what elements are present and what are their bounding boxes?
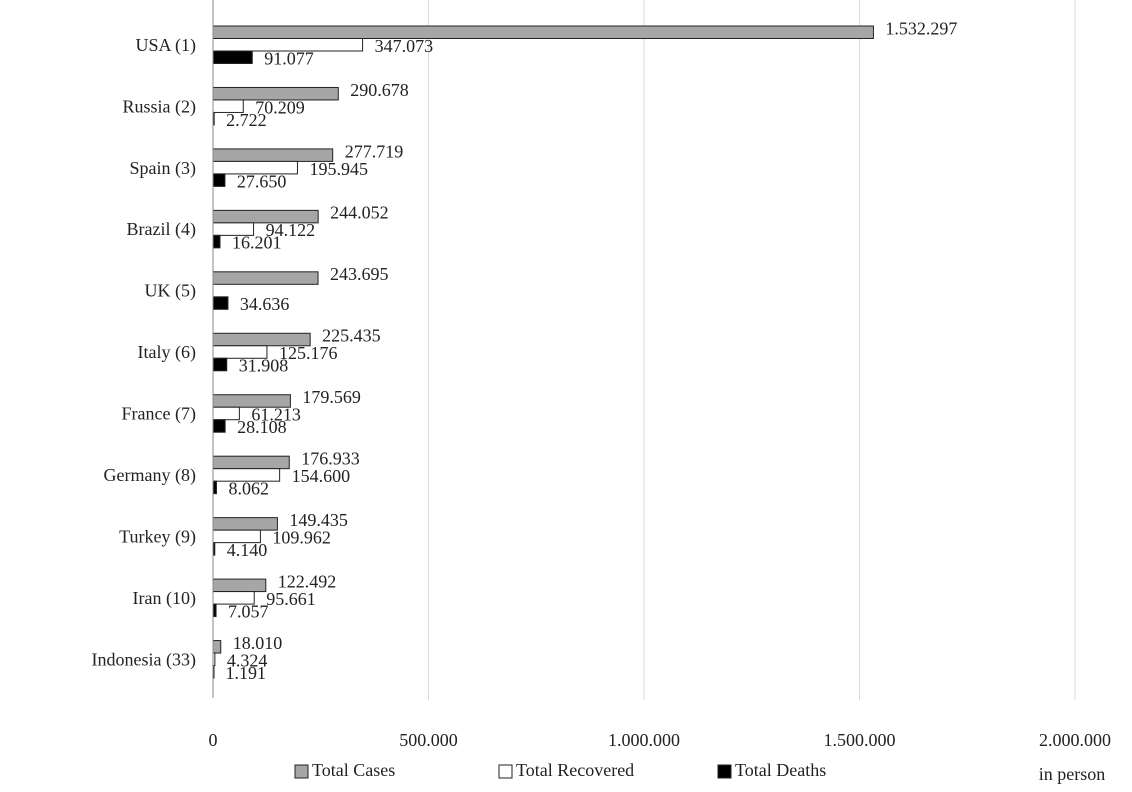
value-label: 8.062 <box>228 479 269 499</box>
value-label: 125.176 <box>279 343 338 363</box>
y-tick-label: Germany (8) <box>104 465 196 486</box>
value-label: 31.908 <box>239 356 289 376</box>
legend-label: Total Deaths <box>735 760 826 780</box>
x-tick-label: 1.000.000 <box>608 730 680 750</box>
value-label: 149.435 <box>289 510 348 530</box>
y-tick-label: Turkey (9) <box>119 526 196 547</box>
value-label: 347.073 <box>375 36 434 56</box>
value-label: 94.122 <box>266 220 316 240</box>
value-label: 18.010 <box>233 633 283 653</box>
y-tick-label: USA (1) <box>135 35 196 56</box>
value-label: 70.209 <box>255 97 304 117</box>
y-tick-label: France (7) <box>122 404 196 425</box>
bar <box>212 419 226 433</box>
value-label: 109.962 <box>272 528 331 548</box>
value-label: 154.600 <box>292 466 351 486</box>
value-label: 195.945 <box>309 159 368 179</box>
value-label: 277.719 <box>345 141 404 161</box>
value-label: 2.722 <box>226 110 267 130</box>
x-tick-label: 500.000 <box>399 730 458 750</box>
value-label: 243.695 <box>330 264 389 284</box>
y-tick-label: Spain (3) <box>130 158 197 179</box>
bar <box>212 173 226 187</box>
value-label: 1.191 <box>226 663 266 683</box>
y-tick-label: Iran (10) <box>133 588 196 609</box>
bar <box>212 271 319 285</box>
value-label: 244.052 <box>330 203 389 223</box>
value-label: 7.057 <box>228 601 269 621</box>
legend-label: Total Cases <box>312 760 395 780</box>
value-label: 1.532.297 <box>885 18 957 38</box>
x-axis-label: in person <box>1039 764 1106 784</box>
value-label: 122.492 <box>278 571 337 591</box>
bar <box>212 640 222 654</box>
x-tick-label: 1.500.000 <box>824 730 896 750</box>
value-label: 179.569 <box>302 387 361 407</box>
bar <box>212 296 229 310</box>
bar <box>212 517 278 531</box>
value-label: 4.324 <box>227 650 268 670</box>
value-label: 225.435 <box>322 326 381 346</box>
value-label: 91.077 <box>264 48 314 68</box>
bar <box>212 234 221 249</box>
y-tick-label: Brazil (4) <box>127 219 196 240</box>
bar <box>212 50 253 64</box>
value-label: 27.650 <box>237 171 287 191</box>
value-label: 28.108 <box>237 417 287 437</box>
value-label: 95.661 <box>266 589 316 609</box>
y-tick-label: Italy (6) <box>138 342 196 363</box>
bar <box>212 357 228 372</box>
bar <box>212 455 290 470</box>
value-label: 4.140 <box>227 540 268 560</box>
y-tick-label: UK (5) <box>145 281 197 302</box>
value-label: 34.636 <box>240 294 289 314</box>
bar <box>212 578 267 593</box>
y-tick-label: Russia (2) <box>123 96 197 117</box>
value-label: 61.213 <box>251 405 301 425</box>
legend-swatch <box>717 764 732 779</box>
legend-label: Total Recovered <box>516 760 634 780</box>
value-label: 290.678 <box>350 80 409 100</box>
x-tick-label: 0 <box>209 730 218 750</box>
y-tick-label: Indonesia (33) <box>92 649 196 670</box>
value-label: 16.201 <box>232 233 282 253</box>
legend-swatch <box>498 764 513 779</box>
bar <box>212 25 874 39</box>
bar <box>212 480 217 495</box>
legend-swatch <box>294 764 309 779</box>
x-tick-label: 2.000.000 <box>1039 730 1111 750</box>
bar <box>212 406 240 421</box>
value-label: 176.933 <box>301 449 360 469</box>
